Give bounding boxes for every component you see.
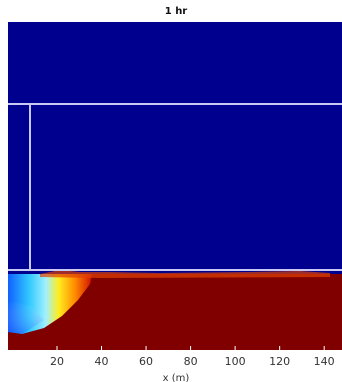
x-tick-label: 60 bbox=[139, 355, 153, 368]
x-axis-label: x (m) bbox=[163, 373, 190, 382]
x-tick-label: 80 bbox=[184, 355, 198, 368]
x-tick-label: 40 bbox=[95, 355, 109, 368]
interface-band bbox=[40, 270, 330, 278]
x-tick-label: 20 bbox=[50, 355, 64, 368]
x-tick-label: 140 bbox=[314, 355, 335, 368]
chart-title: 1 hr bbox=[165, 6, 188, 17]
x-tick-label: 120 bbox=[269, 355, 290, 368]
x-tick-label: 100 bbox=[225, 355, 246, 368]
plume-shade bbox=[8, 300, 44, 334]
